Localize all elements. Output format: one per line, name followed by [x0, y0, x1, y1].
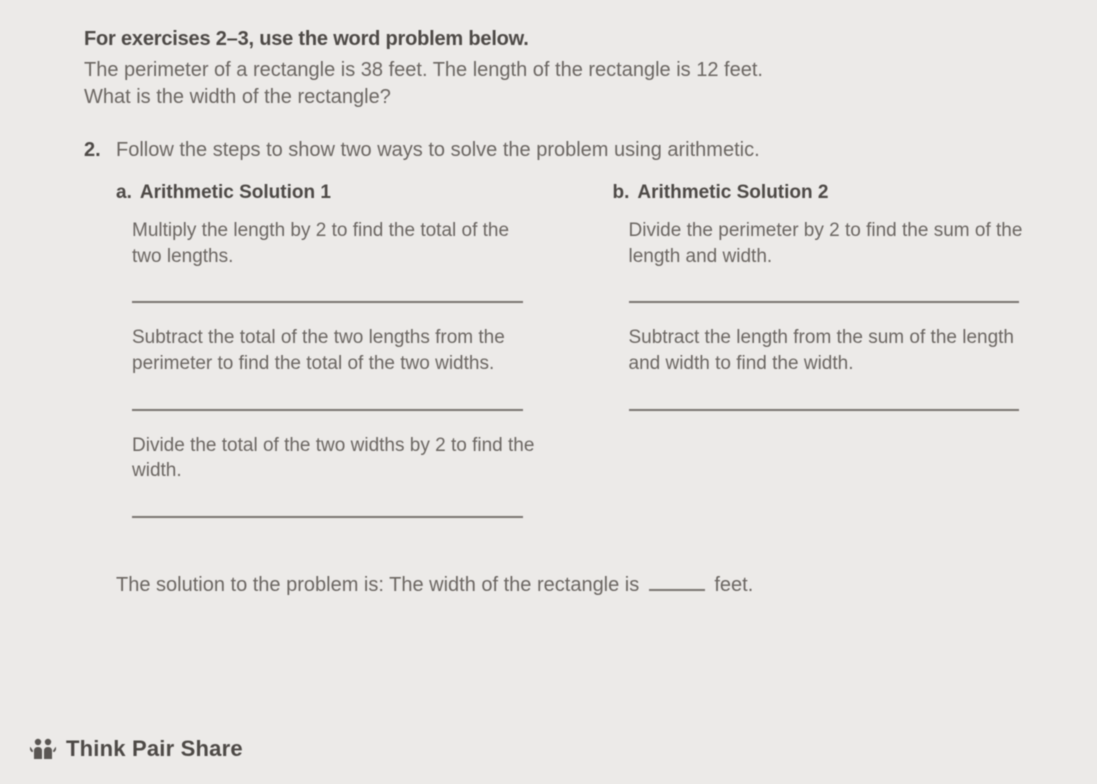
step-a1: Multiply the length by 2 to find the tot…	[116, 218, 541, 269]
sub-letter-b: b.	[613, 182, 630, 204]
solution-column-b: b. Arithmetic Solution 2 Divide the peri…	[613, 182, 1038, 540]
solution-column-a: a. Arithmetic Solution 1 Multiply the le…	[116, 182, 541, 540]
step-a3: Divide the total of the two widths by 2 …	[116, 433, 541, 484]
sub-letter-a: a.	[116, 182, 132, 204]
solution-blank[interactable]	[649, 585, 705, 591]
footer: Think Pair Share	[30, 736, 243, 762]
problem-line-2: What is the width of the rectangle?	[84, 86, 391, 108]
step-b2: Subtract the length from the sum of the …	[613, 325, 1038, 376]
problem-line-1: The perimeter of a rectangle is 38 feet.…	[84, 59, 763, 81]
answer-line-b1[interactable]	[629, 283, 1020, 303]
step-a2: Subtract the total of the two lengths fr…	[116, 325, 541, 376]
answer-line-a2[interactable]	[132, 391, 523, 411]
sub-title-b: Arithmetic Solution 2	[637, 182, 828, 204]
sub-title-a: Arithmetic Solution 1	[140, 182, 331, 204]
instructions-header: For exercises 2–3, use the word problem …	[84, 28, 1037, 51]
solution-sentence: The solution to the problem is: The widt…	[84, 574, 1037, 597]
answer-line-a1[interactable]	[132, 283, 523, 303]
word-problem: The perimeter of a rectangle is 38 feet.…	[84, 57, 1037, 111]
step-b1: Divide the perimeter by 2 to find the su…	[613, 218, 1038, 269]
solution-prefix: The solution to the problem is: The widt…	[116, 574, 645, 596]
subheading-a: a. Arithmetic Solution 1	[116, 182, 541, 204]
solutions-columns: a. Arithmetic Solution 1 Multiply the le…	[84, 182, 1037, 540]
question-2: 2. Follow the steps to show two ways to …	[84, 139, 1037, 162]
subheading-b: b. Arithmetic Solution 2	[613, 182, 1038, 204]
answer-line-a3[interactable]	[132, 498, 523, 518]
footer-label: Think Pair Share	[66, 736, 243, 762]
answer-line-b2[interactable]	[629, 391, 1020, 411]
people-icon	[30, 737, 56, 761]
question-text: Follow the steps to show two ways to sol…	[116, 139, 760, 162]
solution-suffix: feet.	[709, 574, 753, 596]
question-number: 2.	[84, 139, 106, 162]
